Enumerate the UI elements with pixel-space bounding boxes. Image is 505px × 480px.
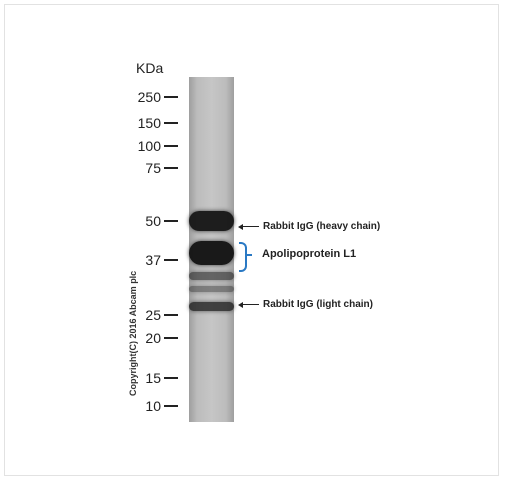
image-frame bbox=[4, 4, 499, 476]
marker-label: 100 bbox=[137, 138, 161, 154]
marker-tick bbox=[164, 405, 178, 407]
heavy-chain-annotation: Rabbit IgG (heavy chain) bbox=[238, 221, 380, 232]
marker-label: 20 bbox=[145, 330, 161, 346]
marker-75: 75 bbox=[108, 160, 178, 176]
band-50kda bbox=[189, 211, 234, 231]
marker-tick bbox=[164, 259, 178, 261]
marker-label: 25 bbox=[145, 307, 161, 323]
copyright-text: Copyright(C) 2016 Abcam plc bbox=[128, 270, 138, 396]
blot-lane bbox=[189, 77, 234, 422]
light-chain-annotation: Rabbit IgG (light chain) bbox=[238, 299, 373, 310]
marker-37: 37 bbox=[108, 252, 178, 268]
left-arrow-icon bbox=[238, 301, 259, 308]
band-33kda bbox=[189, 272, 234, 281]
light-chain-label: Rabbit IgG (light chain) bbox=[263, 299, 373, 310]
marker-label: 15 bbox=[145, 370, 161, 386]
marker-tick bbox=[164, 377, 178, 379]
marker-150: 150 bbox=[108, 115, 178, 131]
marker-label: 37 bbox=[145, 252, 161, 268]
marker-label: 50 bbox=[145, 213, 161, 229]
marker-50: 50 bbox=[108, 213, 178, 229]
bracket-icon bbox=[239, 242, 247, 272]
marker-label: 250 bbox=[137, 89, 161, 105]
band-39kda bbox=[189, 241, 234, 266]
marker-tick bbox=[164, 337, 178, 339]
band-30kda bbox=[189, 286, 234, 293]
marker-tick bbox=[164, 167, 178, 169]
marker-tick bbox=[164, 314, 178, 316]
marker-20: 20 bbox=[108, 330, 178, 346]
marker-label: 150 bbox=[137, 115, 161, 131]
marker-10: 10 bbox=[108, 398, 178, 414]
marker-tick bbox=[164, 145, 178, 147]
molecular-weight-unit-label: KDa bbox=[136, 60, 164, 76]
marker-25: 25 bbox=[108, 307, 178, 323]
target-protein-label: Apolipoprotein L1 bbox=[262, 248, 357, 260]
marker-tick bbox=[164, 122, 178, 124]
marker-label: 75 bbox=[145, 160, 161, 176]
marker-250: 250 bbox=[108, 89, 178, 105]
marker-tick bbox=[164, 96, 178, 98]
marker-label: 10 bbox=[145, 398, 161, 414]
marker-100: 100 bbox=[108, 138, 178, 154]
bracket-notch bbox=[247, 254, 252, 256]
left-arrow-icon bbox=[238, 223, 259, 230]
band-26-5kda bbox=[189, 302, 234, 312]
marker-15: 15 bbox=[108, 370, 178, 386]
heavy-chain-label: Rabbit IgG (heavy chain) bbox=[263, 221, 381, 232]
marker-tick bbox=[164, 220, 178, 222]
